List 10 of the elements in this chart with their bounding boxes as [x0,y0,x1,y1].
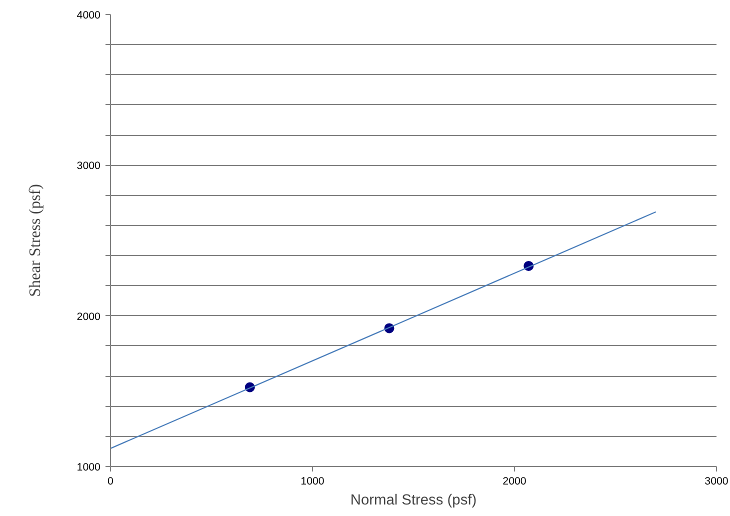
x-tick-label: 2000 [502,476,526,488]
y-tick-label: 2000 [76,310,101,323]
x-tick-label: 3000 [704,476,728,488]
x-axis-title: Normal Stress (psf) [350,492,477,508]
y-tick-label: 3000 [76,160,101,172]
y-tick-label: 1000 [76,462,101,474]
y-tick-label: 4000 [76,10,101,22]
y-axis-title: Shear Stress (psf) [26,184,44,297]
x-tick-label: 0 [108,476,114,488]
x-tick-label: 1000 [300,476,324,488]
